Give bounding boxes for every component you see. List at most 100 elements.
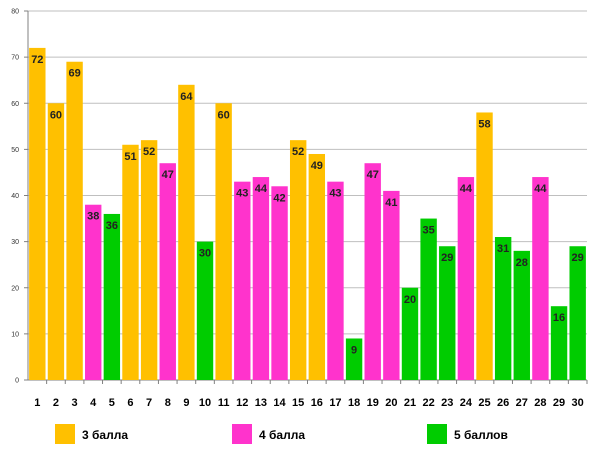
x-tick-label: 26 xyxy=(497,397,509,409)
x-tick-label: 30 xyxy=(572,397,584,409)
bar xyxy=(29,47,46,381)
bar xyxy=(252,177,270,380)
legend-label: 5 баллов xyxy=(454,428,508,442)
data-label: 47 xyxy=(162,169,174,181)
legend-swatch xyxy=(55,424,75,444)
x-tick-label: 17 xyxy=(329,397,341,409)
y-tick-label: 0 xyxy=(15,378,19,385)
data-label: 28 xyxy=(516,257,528,269)
x-tick-label: 9 xyxy=(183,397,189,409)
x-tick-label: 1 xyxy=(34,397,40,409)
data-label: 69 xyxy=(68,68,80,80)
legend-swatch xyxy=(427,424,447,444)
legend: 3 балла 4 балла 5 баллов xyxy=(55,424,508,444)
x-tick-label: 2 xyxy=(53,397,59,409)
data-label: 49 xyxy=(311,160,323,172)
x-tick-label: 8 xyxy=(165,397,171,409)
y-tick-label: 70 xyxy=(11,55,19,62)
x-tick-label: 14 xyxy=(273,397,286,409)
x-tick-label: 3 xyxy=(72,397,78,409)
x-tick-label: 13 xyxy=(255,397,267,409)
axes xyxy=(24,10,588,384)
x-tick-label: 21 xyxy=(404,397,416,409)
x-tick-label: 22 xyxy=(422,397,434,409)
data-label: 16 xyxy=(553,312,565,324)
y-tick-label: 20 xyxy=(11,285,19,292)
bar xyxy=(513,250,530,380)
x-tick-label: 15 xyxy=(292,397,304,409)
y-tick-label: 40 xyxy=(11,193,19,200)
x-tick-label: 25 xyxy=(478,397,490,409)
data-label: 41 xyxy=(385,197,397,209)
x-tick-label: 5 xyxy=(109,397,115,409)
data-label: 20 xyxy=(404,294,416,306)
y-axis-ticks: 0 10 20 30 40 50 60 70 80 xyxy=(11,9,19,385)
x-tick-label: 29 xyxy=(553,397,565,409)
data-label: 9 xyxy=(351,344,357,356)
bar xyxy=(420,218,437,380)
data-label: 52 xyxy=(143,146,155,158)
bar xyxy=(122,144,139,380)
x-tick-label: 27 xyxy=(516,397,528,409)
y-tick-label: 80 xyxy=(11,9,19,16)
bar xyxy=(47,103,65,380)
bar xyxy=(159,163,176,380)
data-label: 44 xyxy=(255,183,268,195)
x-axis-ticks: 1 2 3 4 5 6 7 8 9 10 11 12 13 14 15 16 17 18 19 20 21 22 23 24 2… xyxy=(34,397,584,409)
bar xyxy=(550,306,568,380)
bars xyxy=(29,47,586,381)
data-label: 43 xyxy=(329,188,341,200)
bar xyxy=(494,237,512,380)
x-tick-label: 28 xyxy=(534,397,546,409)
data-label: 44 xyxy=(534,183,547,195)
x-tick-label: 4 xyxy=(90,397,97,409)
data-label: 35 xyxy=(422,225,434,237)
bar xyxy=(66,61,83,381)
y-tick-label: 60 xyxy=(11,101,19,108)
data-label: 60 xyxy=(50,109,62,121)
x-tick-label: 19 xyxy=(367,397,379,409)
bar xyxy=(383,190,400,380)
data-label: 72 xyxy=(31,54,43,66)
bar xyxy=(308,153,326,380)
x-tick-label: 16 xyxy=(311,397,323,409)
bar xyxy=(85,204,102,380)
bar xyxy=(476,112,493,380)
y-tick-label: 10 xyxy=(11,331,19,338)
data-label: 47 xyxy=(367,169,379,181)
x-tick-label: 10 xyxy=(199,397,211,409)
bar xyxy=(345,338,363,380)
x-tick-label: 6 xyxy=(127,397,133,409)
data-label: 64 xyxy=(180,91,193,103)
x-tick-label: 7 xyxy=(146,397,152,409)
x-tick-label: 20 xyxy=(385,397,397,409)
x-tick-label: 23 xyxy=(441,397,453,409)
x-tick-label: 18 xyxy=(348,397,360,409)
data-label: 51 xyxy=(124,151,136,163)
data-label: 36 xyxy=(106,220,118,232)
data-label: 29 xyxy=(572,252,584,264)
data-label: 43 xyxy=(236,188,248,200)
y-tick-label: 30 xyxy=(11,239,19,246)
legend-label: 4 балла xyxy=(259,428,305,442)
data-labels: 72 60 69 38 36 51 52 47 64 30 60 43 44 42 52 49 43 9 47 41 2… xyxy=(31,54,584,357)
data-label: 52 xyxy=(292,146,304,158)
bar xyxy=(140,140,158,380)
x-tick-label: 12 xyxy=(236,397,248,409)
bar xyxy=(364,163,381,380)
gridlines xyxy=(28,10,587,335)
data-label: 29 xyxy=(441,252,453,264)
bar xyxy=(271,186,288,380)
bar xyxy=(103,213,121,380)
bar xyxy=(457,177,475,380)
data-label: 60 xyxy=(218,109,230,121)
data-label: 42 xyxy=(273,192,285,204)
x-tick-label: 24 xyxy=(460,397,473,409)
legend-swatch xyxy=(232,424,252,444)
bar xyxy=(569,246,586,380)
data-label: 30 xyxy=(199,248,211,260)
y-tick-label: 50 xyxy=(11,147,19,154)
bar xyxy=(234,181,251,380)
bar xyxy=(196,241,214,380)
